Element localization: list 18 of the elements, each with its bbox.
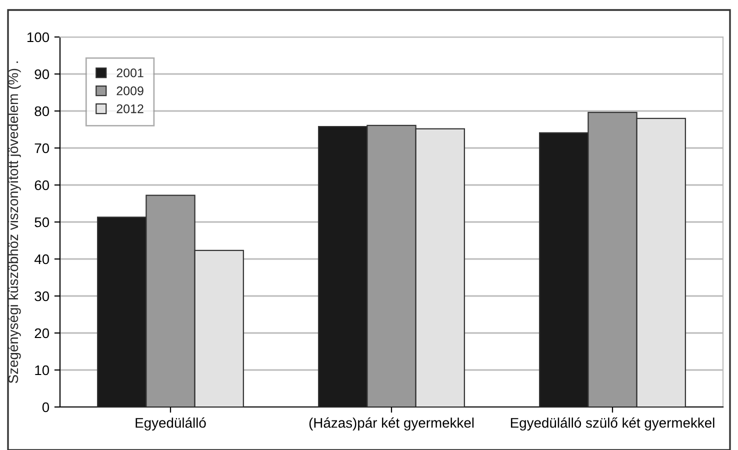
- legend-label: 2001: [116, 68, 144, 78]
- y-tick-label: 20: [34, 328, 50, 338]
- legend-label: 2009: [116, 86, 144, 96]
- x-tick-label: (Házas)pár két gyermekkel: [309, 417, 474, 431]
- y-tick-label: 40: [34, 254, 50, 264]
- x-tick-label: Egyedülálló szülő két gyermekkel: [510, 417, 714, 431]
- y-tick-label: 0: [42, 402, 50, 412]
- y-tick-label: 30: [34, 291, 50, 302]
- y-tick-label: 50: [34, 217, 50, 228]
- y-axis-title: Szegénységi küszöbhöz viszonyított jövedelem (%) .: [8, 62, 21, 384]
- x-tick-label: Egyedülálló: [136, 417, 206, 431]
- y-tick-label: 60: [34, 180, 50, 190]
- y-tick-label: 90: [34, 69, 50, 80]
- y-tick-label: 70: [34, 143, 50, 154]
- y-tick-label: 10: [35, 365, 50, 376]
- y-tick-label: 100: [27, 32, 50, 42]
- legend-label: 2012: [116, 104, 144, 114]
- y-tick-label: 80: [34, 106, 50, 116]
